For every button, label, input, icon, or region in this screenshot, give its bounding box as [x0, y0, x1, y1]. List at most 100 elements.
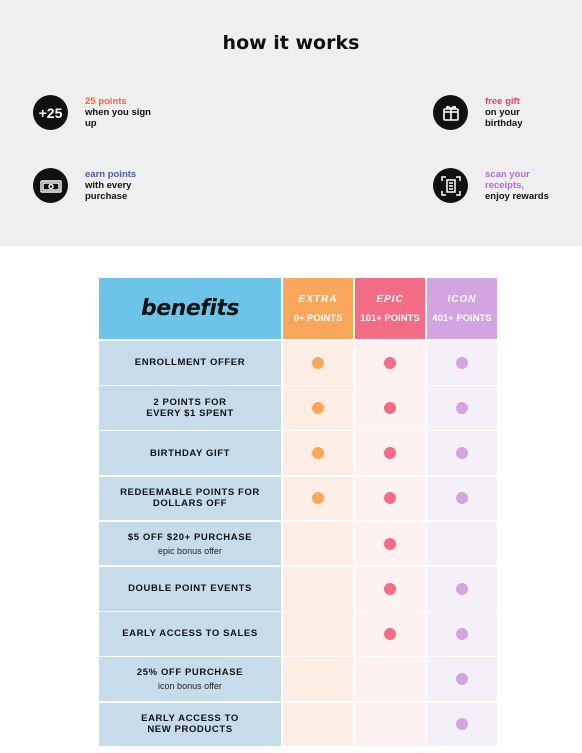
tier-header-epic: EPIC 101+ POINTS [355, 278, 425, 339]
benefit-label-line: DOUBLE POINT EVENTS [128, 583, 252, 595]
benefit-label-line: EARLY ACCESS TO [141, 713, 239, 725]
tier-cell-epic [355, 567, 425, 611]
step-scan-receipts-body: enjoy rewards [485, 191, 549, 202]
cash-icon [33, 168, 68, 203]
tier-cell-extra [283, 702, 353, 747]
tier-cell-epic [355, 386, 425, 430]
tier-cell-extra [283, 612, 353, 656]
included-dot-epic [384, 537, 396, 550]
step-sign-up-highlight: 25 points [85, 96, 127, 107]
tier-cell-epic [355, 521, 425, 566]
step-birthday-body-2: birthday [485, 118, 523, 129]
included-dot-extra [312, 447, 324, 460]
benefit-row-label: EARLY ACCESS TO NEW PRODUCTS [99, 702, 281, 747]
included-dot-epic [384, 582, 396, 595]
included-dot-extra [312, 492, 324, 505]
tier-points-icon: 401+ POINTS [432, 312, 492, 324]
included-dot-icon [456, 718, 468, 731]
included-dot-epic [384, 627, 396, 640]
step-scan-receipts-text: scan your receipts, enjoy rewards [485, 169, 582, 202]
tier-cell-icon [427, 612, 497, 656]
tier-cell-epic [355, 657, 425, 701]
tier-cell-extra [283, 476, 353, 521]
included-dot-icon [456, 401, 468, 414]
included-dot-extra [312, 356, 324, 369]
included-dot-icon [456, 356, 468, 369]
benefit-row-label: ENROLLMENT OFFER [99, 341, 281, 385]
step-birthday-body-1: on your [485, 107, 520, 118]
tier-cell-icon [427, 567, 497, 611]
included-dot-icon [456, 447, 468, 460]
benefit-row-label: $5 OFF $20+ PURCHASE epic bonus offer [99, 521, 281, 566]
step-sign-up-body-2: up [85, 118, 97, 129]
benefit-label-line: REDEEMABLE POINTS FOR [120, 487, 260, 499]
plus-25-icon: +25 [33, 95, 68, 130]
tier-cell-icon [427, 386, 497, 430]
included-dot-icon [456, 582, 468, 595]
benefit-row-label: EARLY ACCESS TO SALES [99, 612, 281, 656]
tier-cell-icon [427, 431, 497, 475]
tier-cell-extra [283, 521, 353, 566]
included-dot-epic [384, 401, 396, 414]
included-dot-epic [384, 356, 396, 369]
step-scan-receipts-highlight-1: scan your [485, 169, 530, 180]
included-dot-epic [384, 447, 396, 460]
included-dot-epic [384, 492, 396, 505]
tier-header-extra: EXTRA 0+ POINTS [283, 278, 353, 339]
tier-cell-epic [355, 431, 425, 475]
tier-cell-epic [355, 702, 425, 747]
benefit-row-label: REDEEMABLE POINTS FOR DOLLARS OFF [99, 476, 281, 521]
tier-name-extra: EXTRA [298, 293, 338, 305]
tier-cell-extra [283, 657, 353, 701]
how-it-works-section: how it works +25 25 points when you sign… [0, 0, 582, 246]
step-sign-up-body-1: when you sign [85, 107, 151, 118]
tier-name-icon: ICON [447, 293, 477, 305]
how-it-works-title: how it works [222, 32, 360, 54]
step-earn-points-body-1: with every [85, 180, 132, 191]
tier-header-icon: ICON 401+ POINTS [427, 278, 497, 339]
tier-cell-icon [427, 702, 497, 747]
tier-cell-extra [283, 431, 353, 475]
benefit-row-label: DOUBLE POINT EVENTS [99, 567, 281, 611]
benefit-label-line: 2 POINTS FOR [153, 396, 227, 408]
included-dot-icon [456, 492, 468, 505]
tier-cell-extra [283, 341, 353, 385]
tier-cell-extra [283, 567, 353, 611]
step-earn-points-text: earn points with every purchase [85, 169, 185, 202]
benefit-label-line: EARLY ACCESS TO SALES [122, 628, 258, 640]
tier-cell-epic [355, 341, 425, 385]
gift-box-icon [433, 95, 468, 130]
benefit-label-line: $5 OFF $20+ PURCHASE [127, 531, 253, 543]
benefit-label-line: 25% OFF PURCHASE [136, 667, 244, 679]
benefit-bonus-note: epic bonus offer [158, 545, 222, 556]
step-earn-points-body-2: purchase [85, 191, 128, 202]
benefit-row-label: 2 POINTS FOR EVERY $1 SPENT [99, 386, 281, 430]
benefit-label-line: ENROLLMENT OFFER [134, 357, 246, 369]
benefit-bonus-note: icon bonus offer [158, 681, 222, 692]
tier-cell-icon [427, 341, 497, 385]
receipt-scan-icon [433, 168, 468, 203]
tier-cell-icon [427, 521, 497, 566]
benefit-label-line: BIRTHDAY GIFT [149, 447, 231, 459]
included-dot-icon [456, 627, 468, 640]
step-sign-up-text: 25 points when you sign up [85, 96, 185, 129]
benefits-header: benefits [99, 278, 281, 339]
tier-cell-epic [355, 612, 425, 656]
plus-25-icon-text: +25 [38, 104, 63, 121]
benefits-header-title: benefits [141, 296, 239, 321]
included-dot-icon [456, 673, 468, 686]
tier-cell-icon [427, 476, 497, 521]
tier-points-epic: 101+ POINTS [360, 312, 420, 324]
benefit-label-line: NEW PRODUCTS [147, 724, 233, 736]
tier-cell-epic [355, 476, 425, 521]
benefit-row-label: BIRTHDAY GIFT [99, 431, 281, 475]
benefit-label-line: DOLLARS OFF [152, 498, 228, 510]
step-birthday-text: free gift on your birthday [485, 96, 582, 129]
tier-name-epic: EPIC [376, 293, 404, 305]
step-scan-receipts-highlight-2: receipts, [485, 180, 525, 191]
step-earn-points-highlight: earn points [85, 169, 137, 180]
tier-cell-extra [283, 386, 353, 430]
included-dot-extra [312, 401, 324, 414]
benefit-row-label: 25% OFF PURCHASE icon bonus offer [99, 657, 281, 701]
step-birthday-highlight: free gift [485, 96, 520, 107]
